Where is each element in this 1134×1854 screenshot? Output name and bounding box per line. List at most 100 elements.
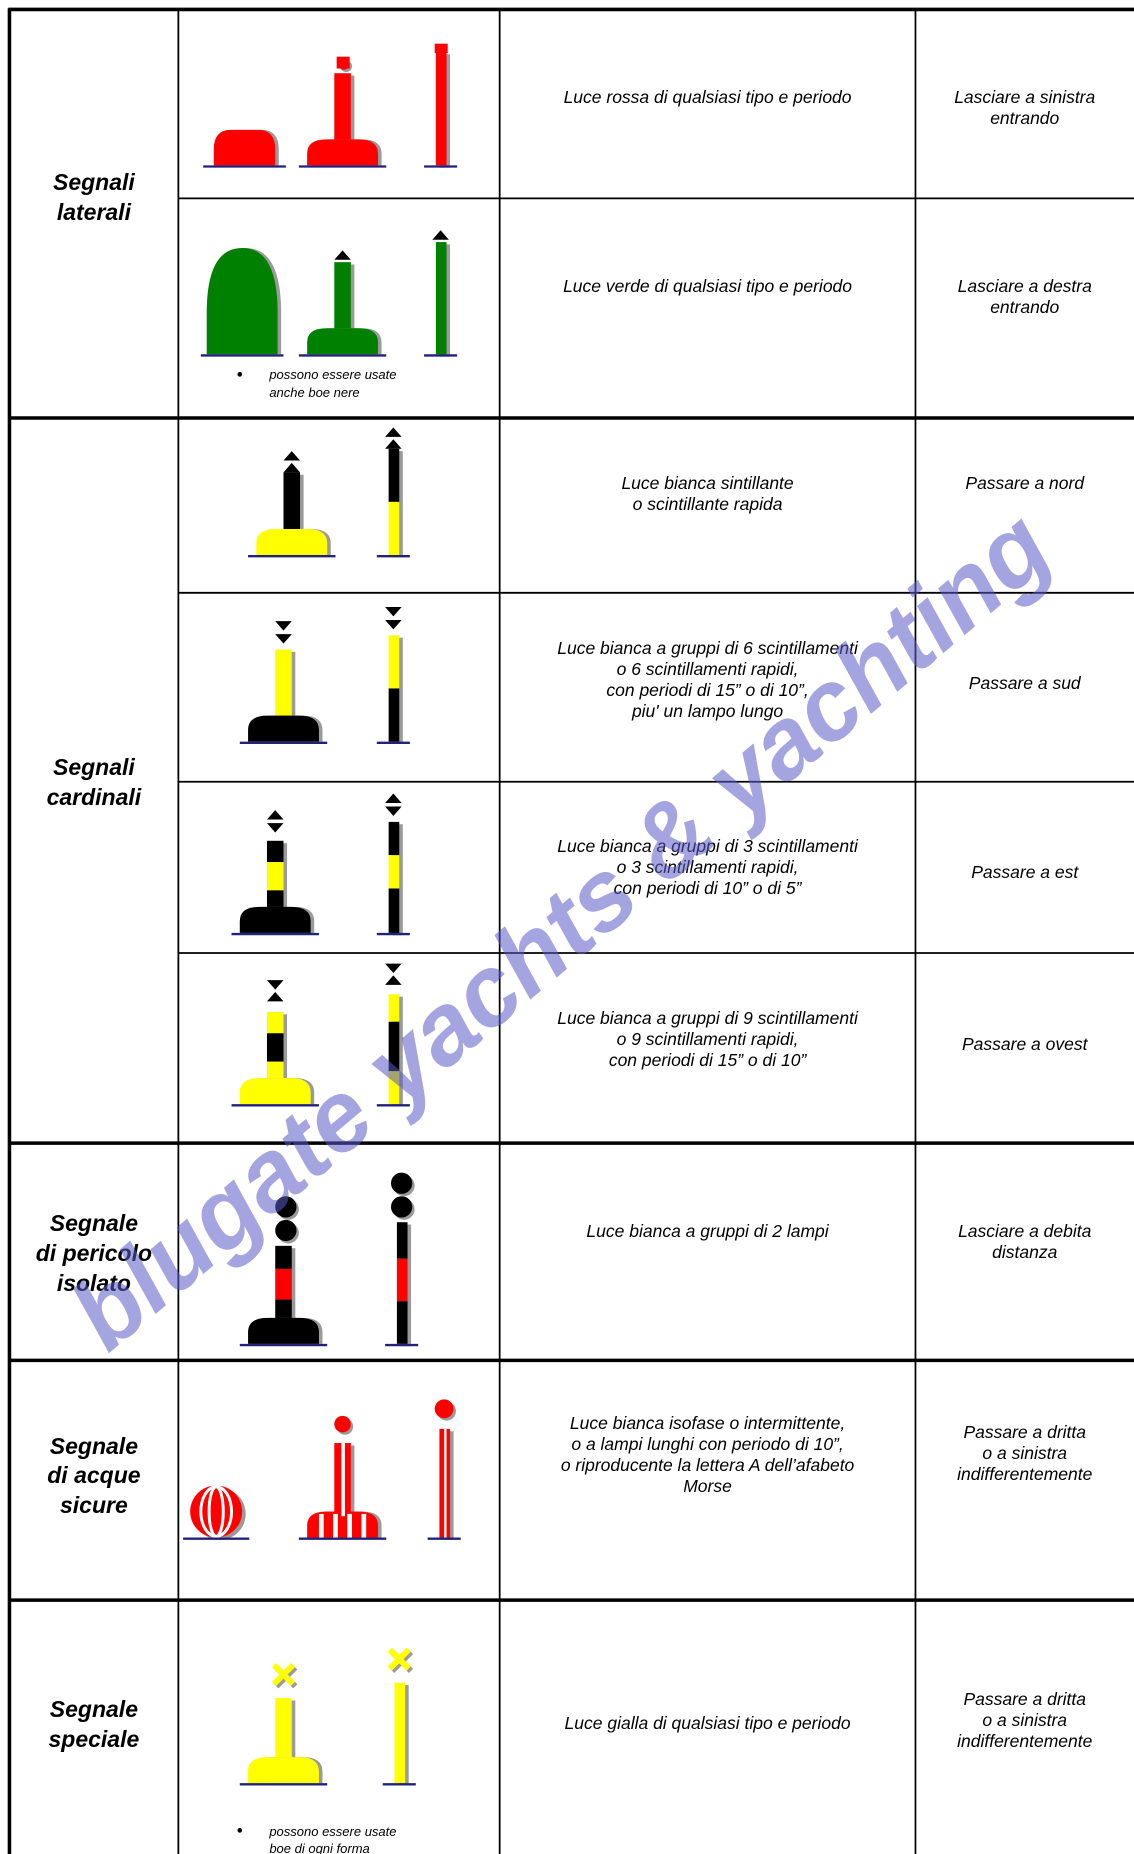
topmark bbox=[334, 1415, 351, 1433]
light-description: Luce bianca a gruppi di 2 lampi bbox=[586, 1221, 829, 1242]
buoy-band bbox=[388, 855, 400, 889]
buoy-band bbox=[275, 649, 292, 721]
light-description: Luce rossa di qualsiasi tipo e periodo bbox=[563, 87, 852, 108]
buoy-base bbox=[307, 1511, 378, 1538]
buoy-stripe bbox=[444, 1428, 447, 1538]
light-description: Luce bianca sintillante o scintillante r… bbox=[621, 472, 794, 514]
topmark bbox=[385, 619, 402, 630]
buoy-band bbox=[435, 242, 447, 355]
topmark bbox=[387, 1647, 411, 1671]
buoy-band bbox=[435, 51, 447, 166]
buoy-base bbox=[256, 529, 328, 556]
buoy-band bbox=[388, 1071, 400, 1105]
buoy-stripe bbox=[318, 1513, 324, 1538]
buoy-stripe bbox=[199, 1485, 234, 1538]
buoy-band bbox=[283, 472, 301, 534]
action: Passare a dritta o a sinistra indifferen… bbox=[957, 1422, 1093, 1485]
action: Passare a ovest bbox=[961, 1033, 1088, 1054]
buoy-band bbox=[388, 688, 400, 742]
note: possono essere usate boe di ogni forma bbox=[269, 1823, 397, 1854]
buoy-stripe bbox=[361, 1513, 367, 1538]
topmark bbox=[385, 806, 402, 816]
buoy-band bbox=[275, 1299, 292, 1323]
buoy-base bbox=[248, 1757, 319, 1784]
buoy-band bbox=[388, 1021, 400, 1072]
buoy-band bbox=[266, 840, 284, 863]
topmark bbox=[390, 1196, 413, 1218]
topmark bbox=[434, 1399, 454, 1419]
buoy-band bbox=[275, 1698, 292, 1762]
buoy-band bbox=[396, 1222, 408, 1259]
buoy-band bbox=[275, 1245, 292, 1269]
buoy-base bbox=[307, 139, 378, 166]
note: possono essere usate anche boe nere bbox=[269, 367, 397, 400]
action: Passare a est bbox=[971, 862, 1079, 883]
topmark bbox=[334, 250, 351, 260]
bullet bbox=[237, 1828, 243, 1833]
buoy-base bbox=[307, 328, 378, 355]
topmark bbox=[336, 56, 350, 69]
light-description: Luce bianca a gruppi di 6 scintillamenti… bbox=[557, 637, 858, 721]
buoy-band bbox=[388, 448, 400, 502]
topmark bbox=[275, 621, 292, 631]
buoy-band bbox=[388, 821, 400, 856]
buoy-band bbox=[388, 501, 400, 556]
topmark bbox=[275, 1219, 297, 1242]
buoy-base bbox=[248, 1317, 319, 1344]
action: Lasciare a debita distanza bbox=[958, 1221, 1092, 1263]
light-description: Luce bianca a gruppi di 3 scintillamenti… bbox=[557, 836, 858, 899]
light-description: Luce bianca isofase o intermittente, o a… bbox=[560, 1412, 855, 1496]
topmark bbox=[283, 462, 301, 473]
buoy-band bbox=[388, 888, 400, 933]
light-description: Luce gialla di qualsiasi tipo e periodo bbox=[564, 1712, 851, 1733]
light-description: Luce bianca a gruppi di 9 scintillamenti… bbox=[557, 1007, 858, 1070]
topmark bbox=[275, 1196, 297, 1218]
buoy-stripe bbox=[333, 1513, 338, 1538]
topmark bbox=[432, 230, 449, 240]
topmark bbox=[266, 810, 284, 820]
topmark bbox=[283, 451, 301, 461]
buoy-band bbox=[334, 73, 351, 145]
buoy-band bbox=[266, 862, 284, 891]
topmark bbox=[385, 793, 402, 804]
buoy-base bbox=[239, 906, 311, 933]
buoy-band bbox=[266, 1033, 284, 1062]
topmark bbox=[434, 43, 448, 54]
topmark bbox=[266, 980, 284, 990]
group-name: Segnale di acque sicure bbox=[47, 1432, 141, 1519]
buoy-base bbox=[239, 1078, 311, 1105]
buoy-band bbox=[266, 890, 284, 912]
buoy-band bbox=[388, 994, 400, 1022]
buoy-can bbox=[213, 129, 276, 166]
group-name: Segnale di pericolo isolato bbox=[35, 1210, 153, 1297]
topmark bbox=[385, 427, 402, 437]
buoy-stripe bbox=[347, 1513, 353, 1538]
buoy-band bbox=[396, 1258, 408, 1302]
buoy-stripe bbox=[341, 1443, 345, 1517]
topmark bbox=[385, 975, 402, 985]
topmark bbox=[385, 606, 402, 617]
buoy-band bbox=[275, 1268, 292, 1300]
buoy-band bbox=[334, 262, 351, 334]
buoy-band bbox=[266, 1012, 284, 1034]
topmark bbox=[266, 823, 284, 833]
action: Passare a nord bbox=[965, 472, 1085, 493]
group-name: Segnali laterali bbox=[52, 169, 135, 226]
buoy-band bbox=[388, 635, 400, 689]
topmark bbox=[271, 1662, 296, 1687]
group-name: Segnali cardinali bbox=[46, 754, 142, 811]
bullet bbox=[237, 371, 243, 377]
buoy-band bbox=[266, 1061, 284, 1083]
topmark bbox=[385, 439, 402, 449]
buoy-band bbox=[396, 1301, 408, 1344]
topmark bbox=[385, 963, 402, 974]
action: Passare a dritta o a sinistra indifferen… bbox=[957, 1689, 1093, 1752]
buoy-sphere bbox=[190, 1485, 243, 1538]
buoy-cone bbox=[206, 247, 278, 355]
topmark bbox=[390, 1172, 413, 1194]
topmark bbox=[275, 634, 292, 644]
buoy-base bbox=[248, 715, 319, 742]
action: Lasciare a sinistra entrando bbox=[954, 87, 1096, 129]
